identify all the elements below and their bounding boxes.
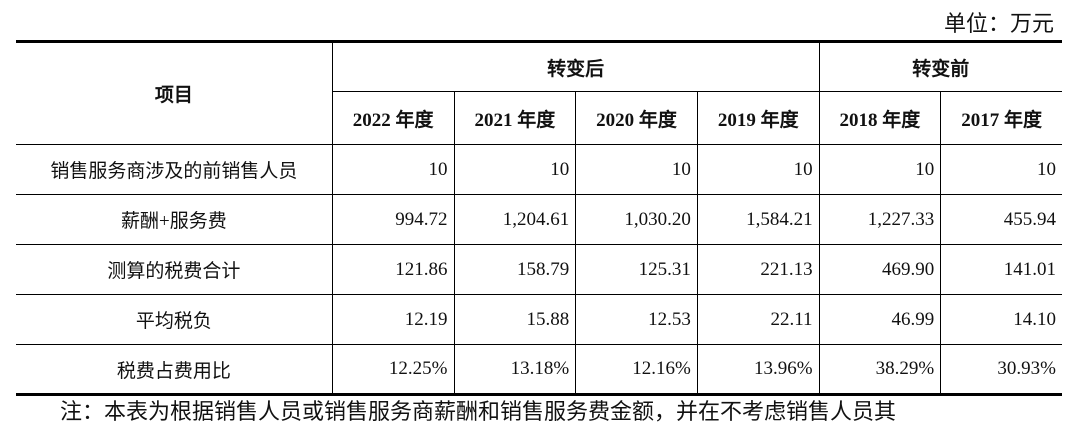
year-header: 2022 年度 bbox=[332, 91, 455, 145]
table-row: 薪酬+服务费 994.72 1,204.61 1,030.20 1,584.21 1,22… bbox=[16, 194, 1062, 245]
value-cell: 469.90 bbox=[818, 244, 942, 295]
row-label: 测算的税费合计 bbox=[16, 244, 333, 295]
value-cell: 38.29% bbox=[818, 344, 942, 395]
group-header: 转变后 bbox=[331, 41, 820, 92]
table-row: 平均税负 12.19 15.88 12.53 22.11 46.99 14.10 bbox=[16, 294, 1062, 345]
row-label: 薪酬+服务费 bbox=[16, 194, 333, 245]
table-row: 销售服务商涉及的前销售人员 10 10 10 10 10 10 bbox=[16, 144, 1062, 195]
table-row: 税费占费用比 12.25% 13.18% 12.16% 13.96% 38.29% 30.9… bbox=[16, 344, 1062, 395]
header-row: 项目 转变后 转变前 bbox=[16, 41, 1062, 145]
value-cell: 10 bbox=[575, 144, 698, 195]
value-cell: 10 bbox=[818, 144, 942, 195]
year-header: 2019 年度 bbox=[696, 91, 820, 145]
value-cell: 1,584.21 bbox=[696, 194, 820, 245]
value-cell: 1,204.61 bbox=[453, 194, 577, 245]
row-label: 平均税负 bbox=[16, 294, 333, 345]
value-cell: 994.72 bbox=[331, 194, 455, 245]
value-cell: 14.10 bbox=[940, 294, 1062, 345]
unit-label: 单位：万元 bbox=[943, 11, 1054, 36]
value-cell: 10 bbox=[696, 144, 820, 195]
value-cell: 12.25% bbox=[331, 344, 455, 395]
year-header: 2018 年度 bbox=[818, 91, 942, 145]
value-cell: 1,030.20 bbox=[575, 194, 698, 245]
row-label: 税费占费用比 bbox=[16, 344, 333, 395]
header-cell: 项目 bbox=[16, 41, 333, 145]
value-cell: 141.01 bbox=[940, 244, 1062, 295]
group-header: 转变前 bbox=[818, 41, 1062, 92]
value-cell: 30.93% bbox=[940, 344, 1062, 395]
row-label: 销售服务商涉及的前销售人员 bbox=[16, 144, 333, 195]
value-cell: 12.19 bbox=[331, 294, 455, 345]
value-cell: 15.88 bbox=[453, 294, 577, 345]
value-cell: 10 bbox=[331, 144, 455, 195]
page: 单位：万元 项目 转变后 转变前 2022 年度 2021 年度 2020 年度 2019 … bbox=[16, 11, 1062, 424]
value-cell: 125.31 bbox=[575, 244, 698, 295]
value-cell: 221.13 bbox=[696, 244, 820, 295]
value-cell: 22.11 bbox=[696, 294, 820, 345]
value-cell: 13.18% bbox=[453, 344, 577, 395]
value-cell: 12.16% bbox=[575, 344, 698, 395]
year-header: 2017 年度 bbox=[940, 91, 1062, 145]
value-cell: 1,227.33 bbox=[818, 194, 942, 245]
value-cell: 10 bbox=[453, 144, 577, 195]
table-row: 测算的税费合计 121.86 158.79 125.31 221.13 469.90 141… bbox=[16, 244, 1062, 295]
value-cell: 158.79 bbox=[453, 244, 577, 295]
data-table: 项目 转变后 转变前 2022 年度 2021 年度 2020 年度 2019 年度 2018… bbox=[16, 40, 1062, 396]
value-cell: 46.99 bbox=[818, 294, 942, 345]
year-header: 2020 年度 bbox=[575, 91, 698, 145]
value-cell: 13.96% bbox=[696, 344, 820, 395]
value-cell: 121.86 bbox=[331, 244, 455, 295]
note: 注：本表为根据销售人员或销售服务商薪酬和销售服务费金额，并在不考虑销售人员其 bbox=[60, 399, 897, 424]
value-cell: 455.94 bbox=[940, 194, 1062, 245]
value-cell: 10 bbox=[940, 144, 1062, 195]
year-header: 2021 年度 bbox=[453, 91, 577, 145]
value-cell: 12.53 bbox=[575, 294, 698, 345]
